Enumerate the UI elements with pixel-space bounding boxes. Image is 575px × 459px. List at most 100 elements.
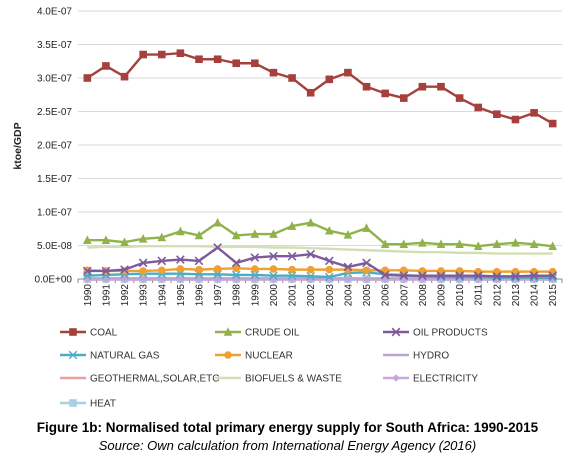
data-point <box>157 275 166 284</box>
data-point <box>102 275 110 284</box>
data-point <box>120 72 129 81</box>
data-point <box>381 275 389 284</box>
data-point <box>511 238 520 247</box>
legend-item: OIL PRODUCTS <box>383 328 488 339</box>
x-tick-label: 1998 <box>232 284 243 307</box>
data-point <box>362 266 371 275</box>
data-point <box>492 271 502 281</box>
x-tick-label: 1995 <box>176 284 187 307</box>
data-point <box>231 258 241 268</box>
x-tick-label: 1990 <box>83 284 94 307</box>
data-point <box>436 271 446 281</box>
data-point <box>343 262 353 272</box>
data-point <box>306 249 316 259</box>
data-point <box>138 234 148 243</box>
legend-item: HYDRO <box>383 351 449 362</box>
data-point <box>511 271 520 281</box>
x-tick-label: 2004 <box>343 284 354 307</box>
data-point <box>493 110 501 118</box>
data-point <box>269 251 278 261</box>
series-line <box>87 221 553 248</box>
data-point <box>362 258 371 268</box>
x-tick-label: 1997 <box>213 284 224 307</box>
x-tick-label: 2009 <box>437 284 448 307</box>
data-point <box>530 109 538 117</box>
x-tick-label: 1996 <box>195 284 206 307</box>
legend-label: HYDRO <box>413 351 449 362</box>
data-point <box>362 223 371 232</box>
y-tick-label: 4.0E-07 <box>37 7 72 18</box>
y-tick-label: 1.0E-07 <box>37 208 72 219</box>
data-point <box>325 265 334 274</box>
x-tick-label: 2010 <box>455 284 466 307</box>
data-point <box>492 239 502 248</box>
data-point <box>195 265 203 274</box>
data-point <box>418 271 427 281</box>
data-point <box>250 270 260 280</box>
data-point <box>362 275 371 284</box>
data-point <box>548 241 557 250</box>
legend-label: ELECTRICITY <box>413 374 478 385</box>
x-tick-label: 2002 <box>306 284 317 307</box>
legend-marker <box>391 327 401 337</box>
data-point <box>380 270 390 280</box>
data-point <box>399 275 408 284</box>
data-point <box>474 103 483 112</box>
legend-label: HEAT <box>90 399 116 410</box>
line-chart: 0.0E+00 5.0E-08 1.0E-07 1.5E-07 2.0E-07 2.5E-… <box>12 7 563 410</box>
legend-marker <box>69 328 77 336</box>
x-tick-label: 2005 <box>362 284 373 307</box>
data-point <box>269 271 278 280</box>
y-axis-ticks: 0.0E+00 5.0E-08 1.0E-07 1.5E-07 2.0E-07 2.5E-… <box>34 7 72 286</box>
data-point <box>306 265 315 274</box>
data-point <box>82 266 92 276</box>
x-tick-label: 2012 <box>492 284 503 307</box>
data-point <box>344 275 352 284</box>
legend-marker <box>68 350 78 360</box>
data-point <box>231 270 241 280</box>
data-point <box>138 258 148 268</box>
series-line <box>87 267 553 273</box>
data-point <box>455 239 464 248</box>
data-point <box>437 82 445 91</box>
legend-item: BIOFUELS & WASTE <box>215 374 342 385</box>
x-tick-label: 2006 <box>381 284 392 307</box>
data-point <box>288 275 296 284</box>
legend-item: NUCLEAR <box>215 351 293 362</box>
data-point <box>380 239 390 248</box>
series-biofuels-waste <box>87 244 553 255</box>
series-line <box>87 246 553 278</box>
legend-label: NATURAL GAS <box>90 351 160 362</box>
data-point <box>511 115 520 124</box>
chart-series <box>82 49 558 284</box>
legend-item: CRUDE OIL <box>215 327 300 339</box>
data-point <box>474 275 483 284</box>
data-point <box>530 267 538 276</box>
data-point <box>195 275 203 284</box>
data-point <box>176 255 185 264</box>
data-point <box>548 119 557 128</box>
data-point <box>101 235 111 244</box>
x-tick-label: 2007 <box>399 284 410 307</box>
data-point <box>195 55 203 64</box>
data-point <box>474 267 483 276</box>
data-point <box>437 275 445 284</box>
data-point <box>344 68 352 77</box>
data-point <box>325 275 334 284</box>
data-point <box>194 230 204 240</box>
legend-marker <box>392 374 400 382</box>
series-oil-products <box>82 243 558 281</box>
legend-label: OIL PRODUCTS <box>413 328 488 339</box>
x-axis: 1990 1991 1992 1993 1994 1995 1996 1997 1998 1999… <box>77 279 563 307</box>
x-tick-label: 2008 <box>418 284 429 307</box>
x-tick-label: 2000 <box>269 284 280 307</box>
legend-label: BIOFUELS & WASTE <box>245 374 342 385</box>
data-point <box>139 50 147 59</box>
data-point <box>250 253 260 262</box>
data-point <box>251 59 259 68</box>
data-point <box>232 275 241 284</box>
legend-label: CRUDE OIL <box>245 328 300 339</box>
data-point <box>194 256 204 266</box>
series-crude-oil <box>83 217 557 250</box>
legend-item: ELECTRICITY <box>383 374 478 385</box>
